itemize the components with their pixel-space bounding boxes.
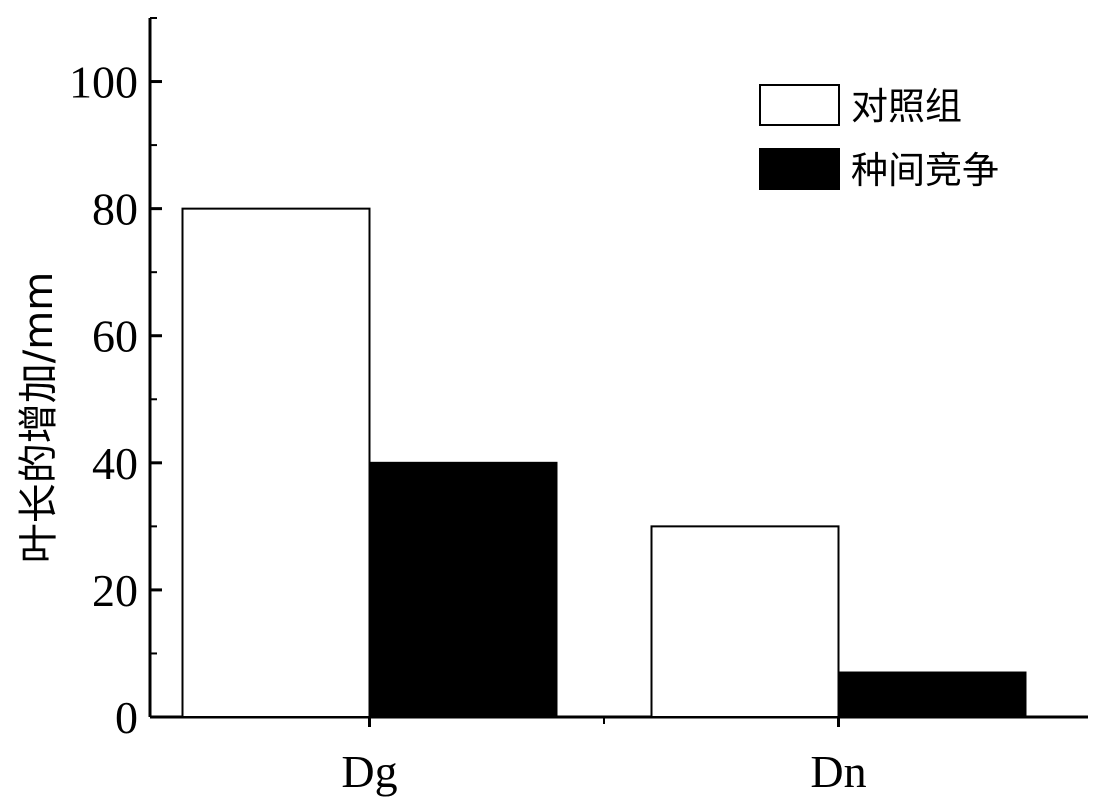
y-tick-label: 100 [69, 57, 138, 108]
y-ticks: 0 20 40 60 80 100 [69, 17, 162, 743]
bar-dn-series-2 [837, 671, 1027, 719]
bar-dg-series-1 [181, 207, 371, 719]
y-tick-label: 60 [92, 311, 138, 362]
y-tick-label: 20 [92, 565, 138, 616]
x-tick-label-dg: Dg [341, 746, 397, 797]
legend-label-series-2: 种间竞争 [851, 149, 999, 192]
y-tick-label: 80 [92, 184, 138, 235]
x-ticks: Dg Dn [341, 717, 867, 797]
y-axis-title: 叶长的增加/mm [16, 272, 62, 563]
bar-dn-series-1 [650, 525, 840, 719]
legend-swatch-series-1 [759, 84, 840, 126]
y-tick-label: 0 [115, 692, 138, 743]
legend-swatch-series-2 [759, 148, 840, 190]
bar-dg-series-2 [368, 461, 558, 718]
legend-label-series-1: 对照组 [851, 85, 962, 128]
bars [181, 207, 1027, 719]
y-tick-label: 40 [92, 438, 138, 489]
x-tick-label-dn: Dn [810, 746, 866, 797]
